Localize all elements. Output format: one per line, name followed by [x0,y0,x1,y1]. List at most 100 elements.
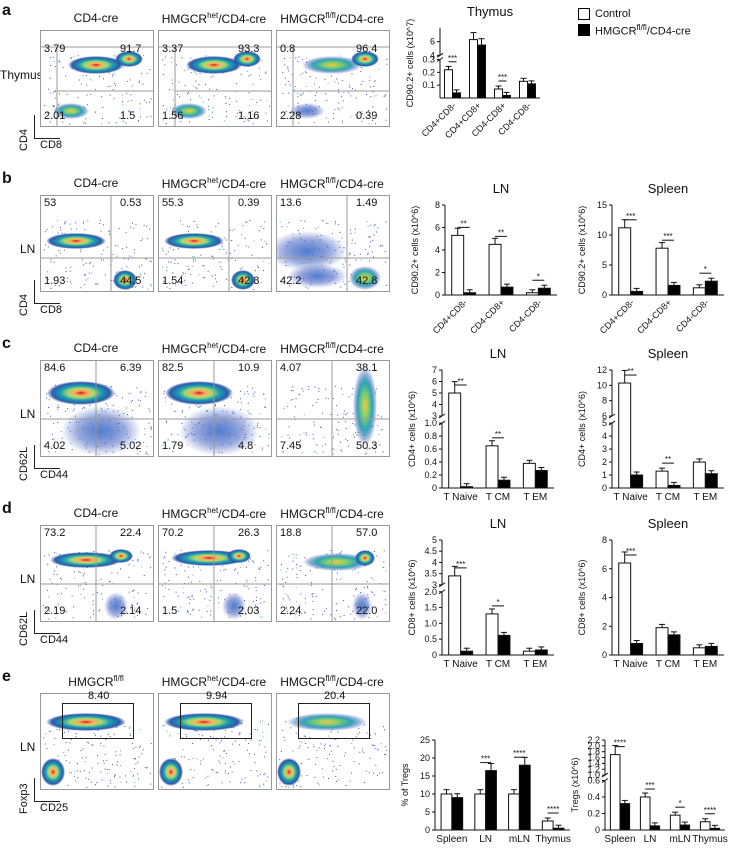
plot-title: HMGCRhet/CD4-cre [154,506,274,521]
bar-chart-d-spleen: 0 2 4 6 8 Spleen CD8+ cells (x10^6) *** T Naive T… [577,516,724,670]
y-tick-label: 7 [432,365,437,375]
plot-title: HMGCRhet/CD4-cre [154,674,274,689]
quadrant-br: 22.0 [356,605,378,617]
x-tick-label: CD4+CD8- [598,297,636,335]
cell-population-blob [289,103,325,119]
x-tick-label: T CM [486,492,510,503]
quadrant-bl: 2.24 [280,605,302,617]
bar-ko [451,797,464,831]
cell-population-blob [233,51,261,67]
quadrant-tl: 82.5 [162,362,184,374]
bar-chart-c-ln: 0 0.2 0.4 0.6 0.8 1.034 56 7 LN CD4+ cells (x10^6… [407,346,554,503]
quadrant-bl: 7.45 [280,440,302,452]
bar-control [469,39,478,99]
quadrant-tr: 93.3 [238,43,260,55]
plot-title-main: HMGCR [68,675,114,689]
axis-arrow-horizontal [34,468,60,469]
significance-stars: ** [628,367,634,376]
cell-population-blob [104,592,128,620]
x-tick-label: T EM [693,492,717,503]
y-tick-label: 0 [425,825,430,835]
plot-title: HMGCRhet/CD4-cre [154,341,274,356]
flow-plot [40,525,154,622]
cell-population-blob [287,264,347,288]
bar-chart-b-spleen: 0 5 10 15 Spleen CD90.2+ cells (x10^6) *** CD4+… [577,181,724,336]
quadrant-bl: 1.93 [44,275,66,287]
cell-population-blob [68,56,124,74]
density-plot [41,526,153,621]
plot-title: HMGCRhet/CD4-cre [154,176,274,191]
panel-letter-e: e [2,668,11,685]
x-tick-label: Spleen [604,834,635,845]
cell-population-blob [302,56,362,74]
significance-stars: *** [481,755,490,764]
quadrant-tr: 0.39 [238,197,260,209]
plot-title: CD4-cre [36,176,156,190]
quadrant-bl: 2.19 [44,605,66,617]
plot-title-sup: het [207,674,219,683]
y-tick-label: 1.0 [424,418,437,428]
y-tick-label: 1.5 [424,603,437,613]
panel-letter-d: d [2,500,12,517]
bar-control [525,292,539,296]
bar-control [519,80,528,99]
y-tick-label: 5 [432,535,437,545]
bar-ko [649,825,661,831]
plot-title: HMGCRfl/fl [36,674,156,689]
quadrant-br: 1.5 [120,110,136,122]
y-axis-label: CD4+ cells (x10^6) [577,391,587,467]
bar-control [448,575,462,656]
quadrant-tl: 70.2 [162,527,184,539]
y-tick-label: 5 [432,388,437,398]
flow-plot [158,360,272,457]
x-tick-label: CD4-CD8- [674,297,711,334]
x-tick-label: T CM [486,659,510,670]
bar-control [669,814,681,831]
plot-title-tail: /CD4-cre [335,675,384,689]
tissue-label: Thymus [0,68,43,82]
plot-title: HMGCRfl/fl/CD4-cre [272,176,392,191]
bar-ko [463,292,477,296]
bar-ko [502,94,511,99]
bar-control [655,247,669,296]
flow-plot [276,30,390,127]
y-tick-label: 0 [432,483,437,493]
quadrant-tr: 22.4 [120,527,142,539]
quadrant-bl: 2.01 [44,110,66,122]
y-tick-label: 0 [432,650,437,660]
significance-stars: **** [547,805,559,814]
density-plot [277,526,389,621]
y-axis-label: CD90.2+ cells (x10^6) [410,206,420,295]
bar-chart-d-ln: 0 0.5 1.0 1.5 2.033.5 44.55 LN CD8+ cells (x10^… [407,516,554,670]
tissue-label: LN [20,242,36,256]
density-plot [277,46,389,126]
bar-ko [704,473,718,489]
cell-population-blob [355,550,375,566]
cell-population-blob [164,233,224,249]
y-tick-label: 0.6 [424,444,437,454]
density-plot [41,196,153,291]
plot-title-tail: /CD4-cre [335,12,384,26]
y-tick-label: 8 [602,535,607,545]
y-tick-label: 0.5 [424,634,437,644]
quadrant-bl: 2.28 [280,110,302,122]
bar-ko [704,645,718,656]
quadrant-tr: 10.9 [238,362,260,374]
y-tick-label: 5 [602,418,607,428]
bar-ko [630,474,644,489]
plot-title-sup: het [207,11,219,20]
axis-arrow-vertical [34,610,35,634]
y-tick-label: 0 [595,825,600,835]
bar-ko [630,290,644,296]
bar-control [618,562,632,656]
bar-ko [552,827,565,831]
y-tick-label: 2 [435,268,440,278]
quadrant-br: 44.5 [120,275,142,287]
y-tick-label: 5 [602,260,607,270]
y-tick-label: 3 [432,411,437,421]
quadrant-br: 1.16 [238,110,260,122]
gate-percent: 8.40 [88,690,110,702]
y-axis-label: CD8+ cells (x10^6) [577,559,587,635]
y-axis-label: Tregs (x10^6) [570,758,580,813]
cell-population-blob [164,713,244,731]
